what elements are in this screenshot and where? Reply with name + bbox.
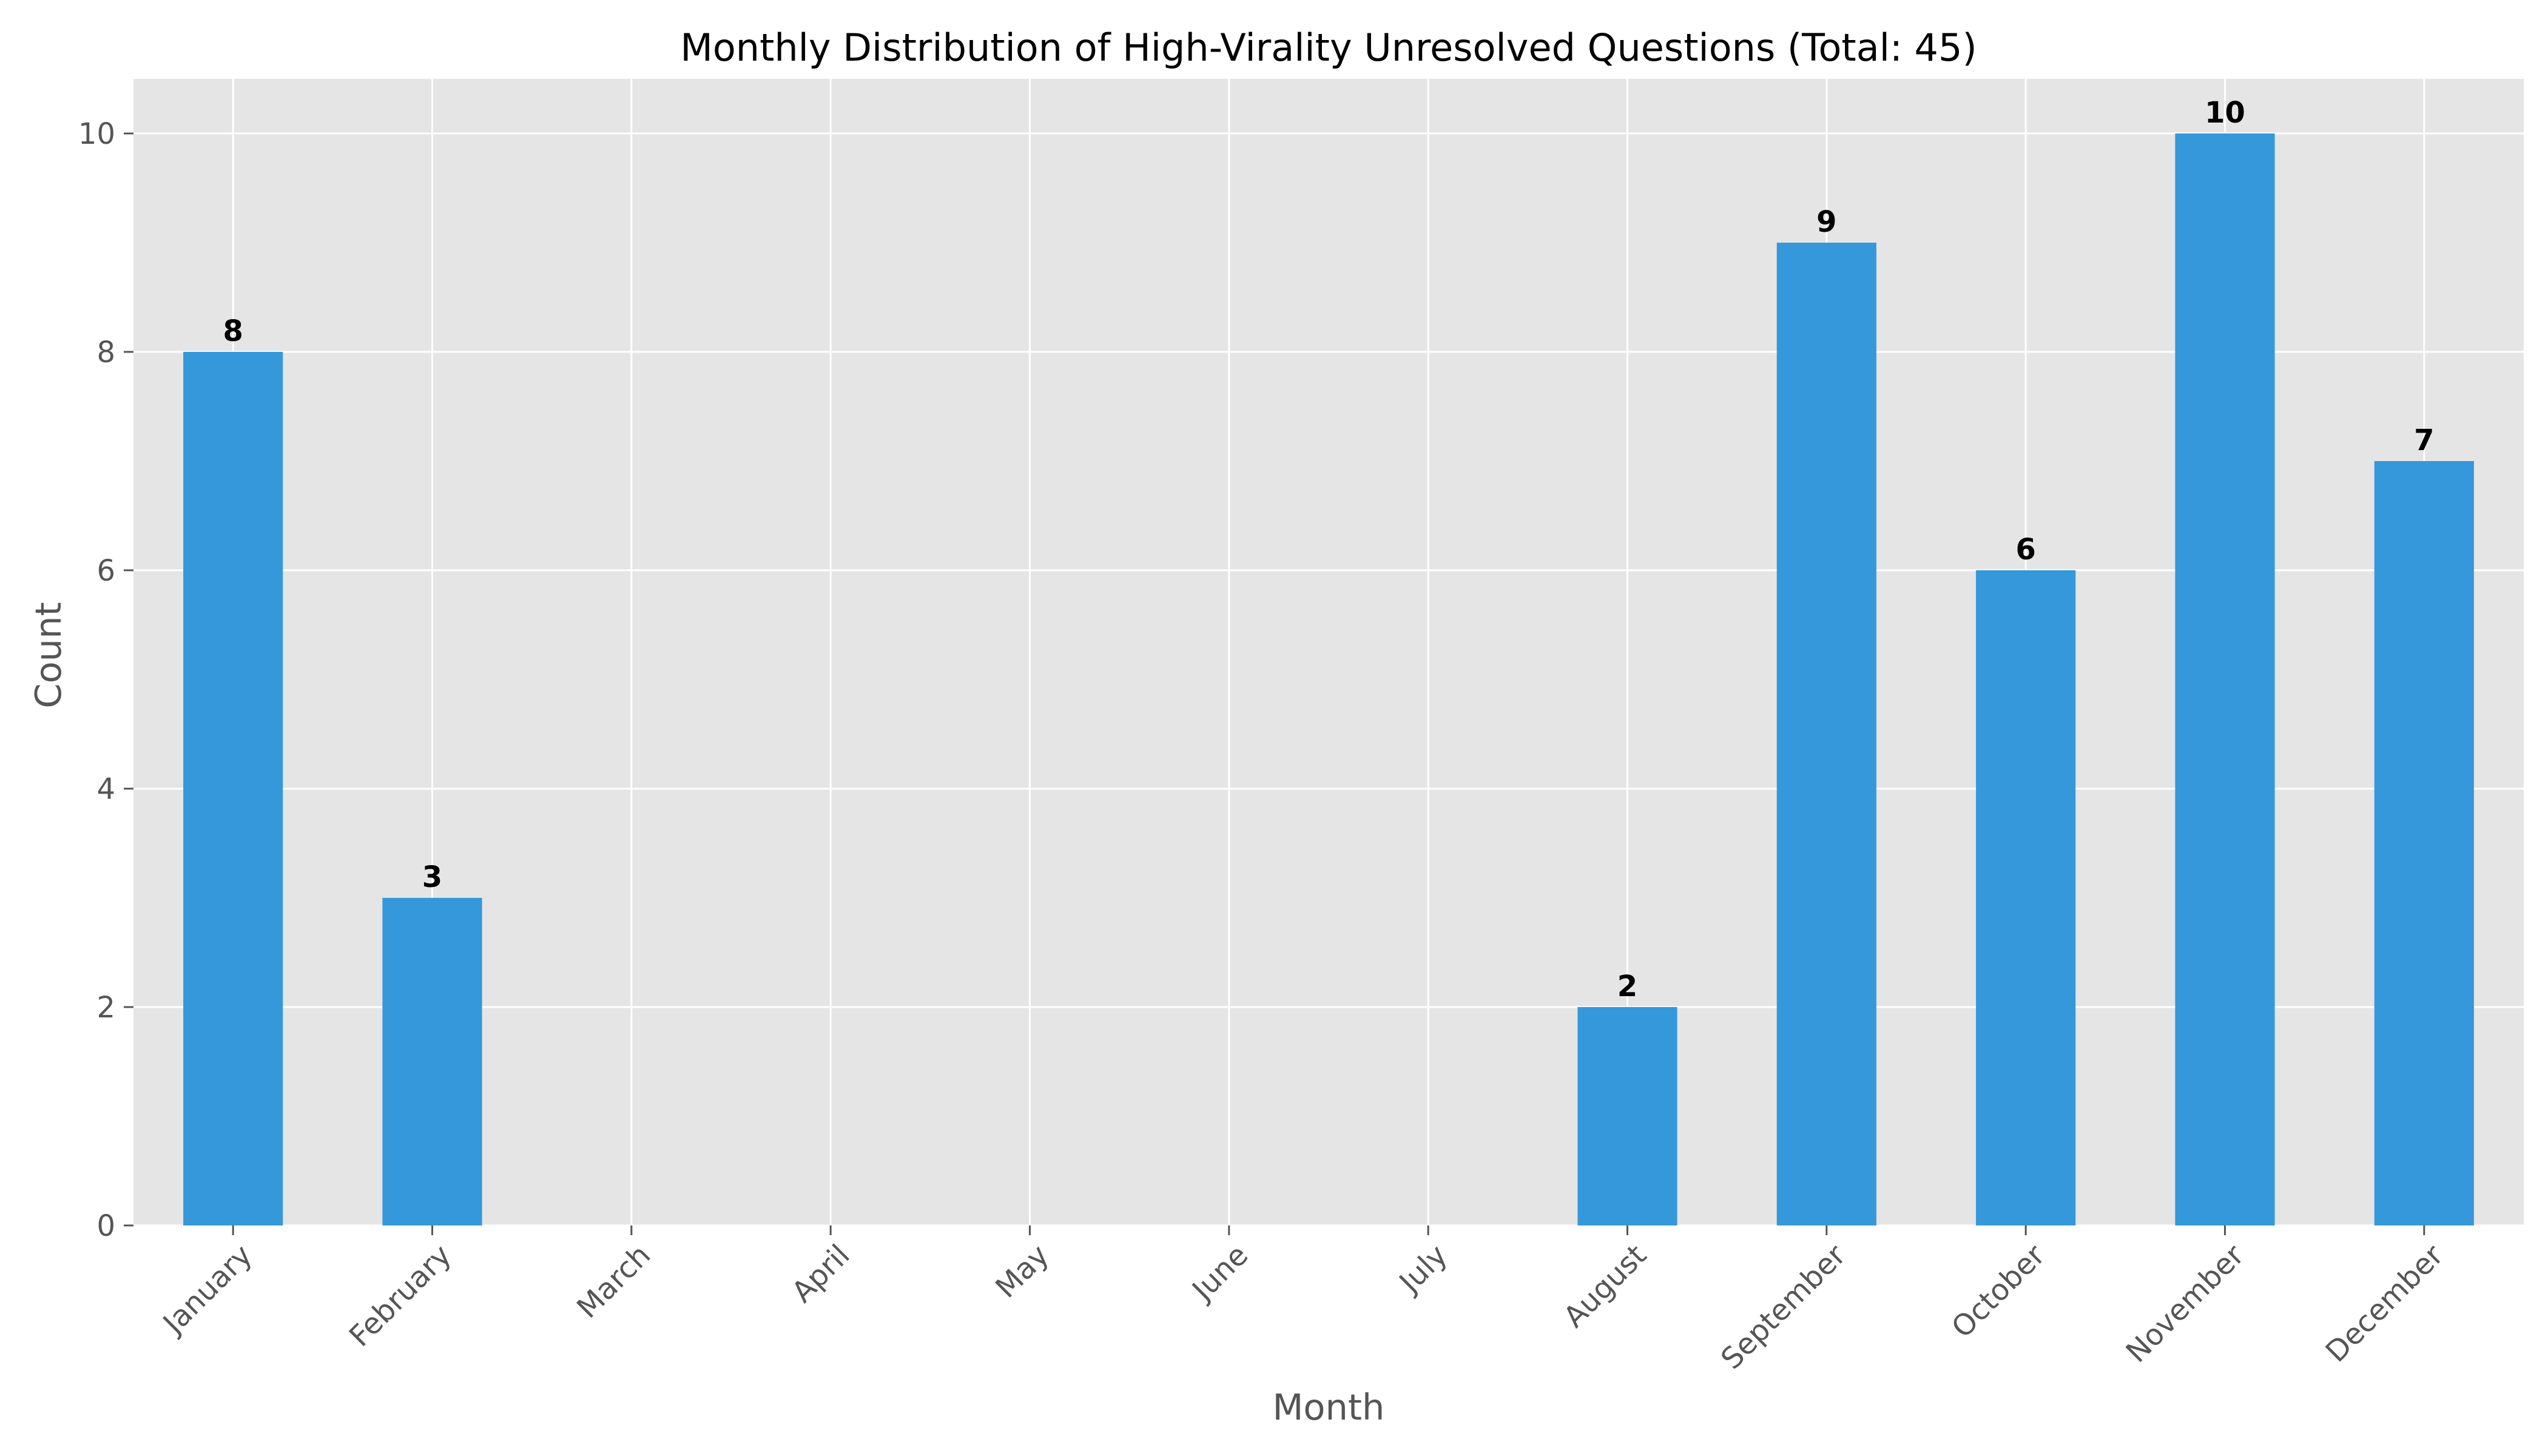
x-tick-label: February [343, 1238, 458, 1353]
y-axis: 0 2 4 6 8 10 [78, 117, 133, 1243]
bar-value-label: 9 [1816, 205, 1836, 239]
x-tick-label: March [570, 1238, 657, 1325]
x-tick-label: November [2120, 1238, 2251, 1369]
bar-value-label: 2 [1617, 969, 1637, 1003]
x-tick-label: October [1945, 1238, 2052, 1345]
bar-value-label: 10 [2205, 96, 2245, 130]
bar [1976, 570, 2076, 1225]
x-tick-label: June [1185, 1238, 1255, 1309]
bar-value-label: 6 [2015, 533, 2035, 567]
x-tick-label: September [1714, 1238, 1852, 1376]
bar [1577, 1007, 1677, 1225]
bar [183, 352, 283, 1225]
y-axis-title: Count [27, 602, 69, 708]
bar [2175, 133, 2275, 1225]
y-tick-label: 8 [96, 335, 115, 369]
plot-area [133, 79, 2524, 1225]
x-tick-label: August [1557, 1238, 1653, 1334]
bar [1776, 243, 1876, 1225]
bar-value-label: 8 [223, 314, 243, 348]
x-tick-label: January [155, 1238, 258, 1341]
x-tick-label: July [1392, 1238, 1454, 1301]
data-labels: 8 3 2 9 6 10 7 [223, 96, 2434, 1003]
x-tick-label: April [785, 1238, 856, 1309]
y-tick-label: 0 [96, 1209, 115, 1243]
bars [183, 133, 2474, 1225]
y-tick-label: 2 [96, 991, 115, 1025]
y-tick-label: 4 [96, 772, 115, 806]
x-tick-label: May [989, 1238, 1056, 1305]
y-tick-label: 10 [78, 117, 115, 151]
bar [2374, 461, 2474, 1225]
chart-title: Monthly Distribution of High-Virality Un… [680, 25, 1977, 70]
bar-value-label: 7 [2414, 423, 2434, 457]
x-axis: January February March April May June July Augu… [155, 1225, 2450, 1376]
bar-value-label: 3 [422, 860, 442, 894]
y-tick-label: 6 [96, 554, 115, 588]
bar [382, 898, 482, 1225]
x-axis-title: Month [1273, 1386, 1385, 1428]
x-tick-label: December [2319, 1238, 2450, 1369]
